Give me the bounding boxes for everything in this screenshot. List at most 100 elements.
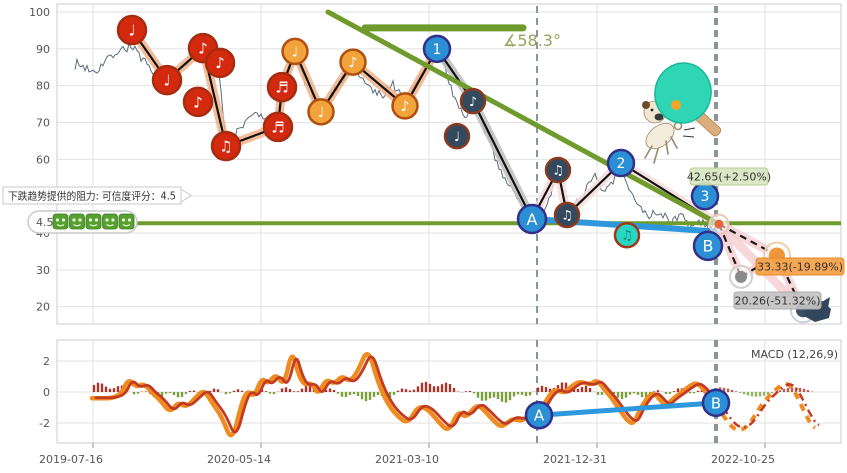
macd-histogram-bar	[692, 392, 696, 394]
red-note-marker[interactable]	[151, 64, 183, 96]
macd-histogram-bar	[596, 392, 600, 395]
music-note-icon: ♪	[215, 54, 225, 72]
wave-number-marker-circle[interactable]	[422, 34, 452, 64]
rating-icon-bg	[102, 213, 118, 230]
red-note-marker[interactable]	[116, 14, 148, 46]
macd-forecast-bar	[742, 392, 746, 395]
x-axis-date-label: 2021-03-10	[375, 453, 439, 466]
orange-note-marker[interactable]	[307, 98, 335, 126]
macd-pivot-letter-marker-circle[interactable]	[524, 401, 554, 430]
navy-note-marker-circle[interactable]	[459, 87, 487, 115]
pug-muzzle	[654, 113, 664, 121]
macd-histogram-bar	[652, 391, 656, 392]
macd-histogram-bar	[332, 389, 336, 392]
angle-annotation: ∡58.3°	[503, 31, 561, 50]
navy-note-marker[interactable]	[459, 87, 487, 115]
macd-histogram-bar	[548, 388, 552, 392]
macd-forecast-bar	[762, 392, 766, 396]
red-note-marker-circle[interactable]	[182, 86, 214, 118]
macd-histogram-bar	[676, 388, 680, 392]
macd-histogram-bar	[92, 384, 96, 392]
macd-histogram-bar	[584, 385, 588, 392]
red-note-marker[interactable]	[210, 130, 242, 162]
macd-forecast-bar	[806, 390, 810, 392]
forecast-gray-dot[interactable]	[735, 270, 747, 283]
macd-histogram-bar	[328, 388, 332, 392]
macd-forecast-bar	[782, 388, 786, 392]
pivot-letter-marker-circle[interactable]	[692, 230, 724, 262]
red-note-marker[interactable]	[204, 47, 236, 79]
macd-y-tick-label: 0	[43, 386, 50, 399]
navy-note-marker-circle[interactable]	[553, 201, 581, 229]
red-note-marker-circle[interactable]	[151, 64, 183, 96]
macd-forecast-bar	[726, 388, 730, 392]
macd-histogram-bar	[212, 388, 216, 392]
navy-note-marker-circle[interactable]	[544, 156, 572, 184]
red-note-marker-circle[interactable]	[210, 130, 242, 162]
macd-histogram-bar	[492, 392, 496, 398]
macd-histogram-bar	[208, 390, 212, 392]
orange-note-marker-circle[interactable]	[391, 92, 419, 120]
y-axis-tick-label: 90	[36, 43, 50, 56]
macd-histogram-bar	[512, 392, 516, 397]
macd-histogram-bar	[396, 390, 400, 392]
orange-note-marker-circle[interactable]	[281, 37, 309, 66]
navy-note-marker-circle[interactable]	[443, 122, 471, 150]
pivot-b-dot[interactable]	[714, 219, 724, 229]
price-label-text: 20.26(-51.32%)	[735, 295, 821, 308]
music-note-icon: ♩	[454, 130, 460, 145]
macd-histogram-bar	[188, 390, 192, 392]
macd-histogram-bar	[372, 392, 376, 397]
orange-note-marker[interactable]	[339, 48, 367, 76]
ab-trendline-macd[interactable]	[536, 400, 719, 418]
macd-histogram-bar	[444, 382, 448, 392]
macd-pivot-letter-marker-circle[interactable]	[701, 388, 731, 418]
rating-icon-bg	[69, 213, 85, 230]
macd-histogram-bar	[284, 387, 288, 392]
navy-note-marker[interactable]	[553, 201, 581, 229]
orange-note-marker-circle[interactable]	[307, 98, 335, 126]
wave-number-marker-circle[interactable]	[606, 148, 636, 178]
red-note-marker-circle[interactable]	[204, 47, 236, 79]
red-note-marker[interactable]	[182, 86, 214, 118]
music-note-icon: ♫	[561, 209, 573, 224]
tooltip-arrow	[180, 188, 192, 203]
macd-histogram-bar	[336, 392, 340, 394]
macd-histogram-bar	[672, 391, 676, 392]
red-note-marker-circle[interactable]	[262, 111, 294, 143]
music-note-icon: ♪	[401, 99, 410, 115]
macd-forecast-bar	[758, 392, 762, 397]
macd-histogram-bar	[180, 392, 184, 397]
price-label-box	[733, 291, 822, 310]
orange-note-marker-circle[interactable]	[339, 48, 367, 76]
red-note-marker[interactable]	[262, 111, 294, 143]
macd-forecast-bar	[750, 392, 754, 397]
red-note-marker-circle[interactable]	[116, 14, 148, 46]
navy-note-marker[interactable]	[443, 122, 471, 150]
orange-note-marker[interactable]	[281, 37, 309, 66]
macd-histogram-bar	[468, 390, 472, 392]
macd-histogram-bar	[588, 387, 592, 392]
orange-note-marker[interactable]	[391, 92, 419, 120]
price-label-box	[689, 167, 769, 186]
teal-note-circle[interactable]	[613, 221, 641, 249]
macd-histogram-bar	[464, 391, 468, 392]
rating-icon-eye	[78, 218, 82, 222]
pivot-letter-marker-label: A	[527, 210, 538, 229]
downtrend-line	[325, 9, 722, 227]
macd-forecast-bar	[734, 391, 738, 392]
red-note-marker-circle[interactable]	[266, 71, 298, 103]
music-note-icon: ♪	[469, 95, 477, 110]
x-axis-date-label: 2022-10-25	[711, 453, 775, 466]
teal-note-marker[interactable]	[613, 221, 641, 249]
music-note-icon: ♫	[552, 164, 564, 179]
navy-note-marker[interactable]	[544, 156, 572, 184]
macd-histogram-bar	[620, 392, 624, 400]
pivot-letter-marker-circle[interactable]	[516, 203, 548, 235]
forecast-dashed-line	[717, 223, 743, 278]
rating-icon-bg	[52, 213, 69, 230]
macd-histogram-bar	[160, 392, 164, 397]
red-note-marker[interactable]	[266, 71, 298, 103]
macd-signal-forecast-line	[718, 383, 820, 429]
